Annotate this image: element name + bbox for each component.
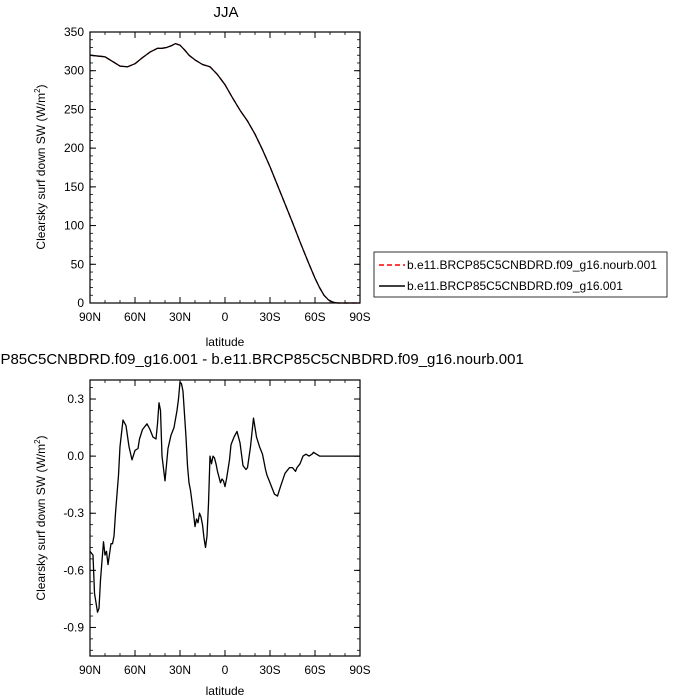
- bottom-chart-title: b.e11.BRCP85C5CNBDRD.f09_g16.001 - b.e11…: [0, 351, 524, 368]
- top-y-tick-label: 0: [77, 296, 84, 310]
- top-panel: JJA 90N 60N 30N 0 30S 60S 90S 0 50 100 150 200 250 30…: [33, 4, 371, 349]
- top-x-tick-label: 90N: [79, 310, 101, 324]
- bottom-series-line-0: [89, 381, 360, 613]
- top-axis-ticks: 90N 60N 30N 0 30S 60S 90S 0 50 100 150 200 250 300 350: [64, 25, 371, 324]
- bottom-y-tick-label: -0.6: [63, 563, 84, 577]
- bottom-y-tick-label: 0.3: [67, 392, 84, 406]
- top-chart-title: JJA: [213, 4, 238, 21]
- bottom-y-tick-label: -0.9: [63, 620, 84, 634]
- top-y-axis-label: Clearsky surf down SW (W/m2): [33, 84, 48, 249]
- top-x-tick-label: 30N: [169, 310, 191, 324]
- bottom-x-tick-label: 60N: [124, 663, 146, 677]
- bottom-x-tick-label: 90S: [349, 663, 370, 677]
- bottom-y-tick-label: -0.3: [63, 506, 84, 520]
- bottom-plot-frame: [89, 379, 361, 657]
- top-y-tick-label: 350: [64, 25, 84, 39]
- bottom-axis-ticks: 90N 60N 30N 0 30S 60S 90S -0.9 -0.6 -0.3 0.0 0.3: [63, 380, 371, 677]
- bottom-series-lines: [89, 381, 360, 613]
- bottom-y-tick-label: 0.0: [67, 449, 84, 463]
- bottom-panel: b.e11.BRCP85C5CNBDRD.f09_g16.001 - b.e11…: [0, 351, 524, 698]
- top-x-axis-label: latitude: [206, 335, 245, 349]
- top-y-tick-label: 50: [71, 257, 85, 271]
- top-x-tick-label: 90S: [349, 310, 370, 324]
- bottom-x-tick-label: 0: [222, 663, 229, 677]
- top-x-tick-label: 60N: [124, 310, 146, 324]
- top-y-tick-label: 100: [64, 219, 84, 233]
- top-y-tick-label: 250: [64, 102, 84, 116]
- legend-box: [373, 251, 668, 298]
- bottom-y-axis-label: Clearsky surf down SW (W/m2): [33, 435, 48, 600]
- top-y-tick-label: 200: [64, 141, 84, 155]
- bottom-x-tick-label: 30S: [259, 663, 280, 677]
- top-x-tick-label: 0: [222, 310, 229, 324]
- bottom-x-axis-label: latitude: [206, 684, 245, 698]
- top-y-tick-label: 300: [64, 64, 84, 78]
- bottom-x-tick-label: 30N: [169, 663, 191, 677]
- top-x-tick-label: 60S: [304, 310, 325, 324]
- bottom-x-tick-label: 90N: [79, 663, 101, 677]
- legend-label-control: b.e11.BRCP85C5CNBDRD.f09_g16.001: [407, 279, 623, 293]
- top-y-tick-label: 150: [64, 180, 84, 194]
- top-series-line-0: [89, 42, 360, 304]
- top-x-tick-label: 30S: [259, 310, 280, 324]
- legend-label-nourb: b.e11.BRCP85C5CNBDRD.f09_g16.nourb.001: [407, 258, 657, 272]
- bottom-x-tick-label: 60S: [304, 663, 325, 677]
- top-series-lines: [89, 42, 360, 304]
- top-plot-frame: [89, 31, 361, 304]
- legend: b.e11.BRCP85C5CNBDRD.f09_g16.nourb.001 b…: [373, 251, 668, 298]
- top-series-line-1: [89, 42, 360, 304]
